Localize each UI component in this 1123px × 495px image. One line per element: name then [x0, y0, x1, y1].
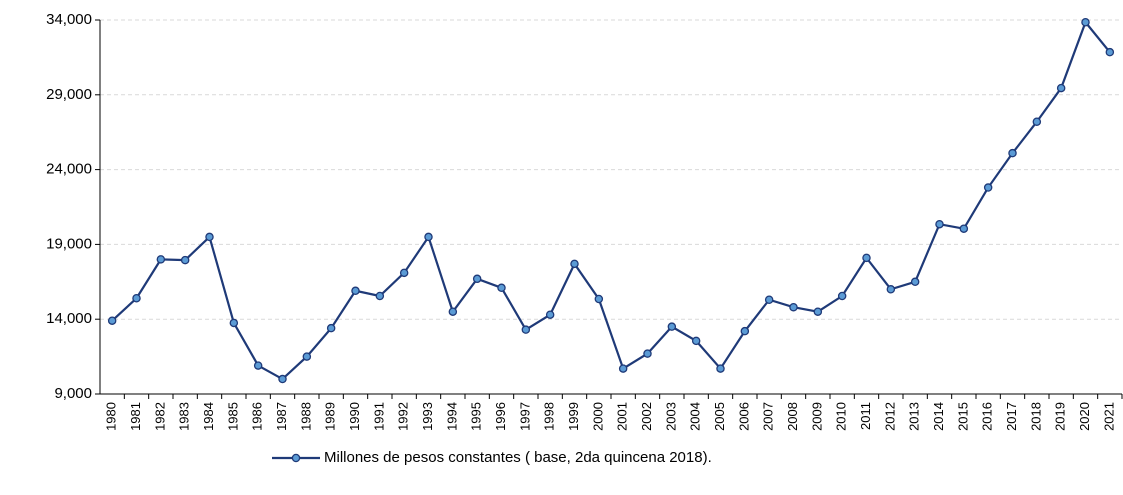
x-tick-label: 1997: [517, 402, 532, 431]
marker: [667, 322, 677, 331]
x-tick-label: 1986: [250, 402, 265, 431]
marker: [837, 291, 847, 301]
y-tick-label: 9,000: [54, 385, 92, 402]
legend-marker: [291, 453, 301, 463]
marker: [570, 259, 579, 269]
x-tick-label: 2018: [1028, 402, 1043, 431]
marker: [1056, 83, 1066, 93]
marker: [424, 232, 433, 242]
x-tick-label: 1993: [420, 402, 435, 431]
x-tick-label: 2009: [809, 402, 824, 431]
y-tick-label: 29,000: [46, 86, 92, 103]
marker: [1105, 47, 1115, 57]
marker: [618, 364, 628, 373]
x-tick-label: 2014: [931, 402, 946, 431]
marker: [716, 364, 725, 373]
marker: [205, 232, 214, 242]
x-tick-label: 1983: [177, 402, 192, 431]
x-tick-label: 2012: [882, 402, 897, 431]
x-tick-label: 2013: [907, 402, 922, 431]
marker: [643, 349, 652, 358]
x-tick-label: 1999: [566, 402, 581, 431]
x-tick-label: 1991: [371, 402, 386, 431]
marker: [229, 318, 239, 328]
x-tick-label: 2007: [761, 402, 776, 431]
marker: [156, 255, 166, 264]
marker: [691, 336, 701, 346]
marker: [594, 294, 604, 304]
x-tick-label: 2021: [1101, 402, 1116, 431]
marker: [813, 307, 823, 316]
marker: [107, 316, 117, 325]
marker: [375, 291, 385, 301]
marker: [1032, 117, 1042, 126]
x-tick-label: 2016: [980, 402, 995, 431]
x-tick-label: 2004: [688, 402, 703, 431]
marker: [351, 286, 360, 296]
marker: [545, 310, 555, 319]
y-tick-label: 24,000: [46, 161, 92, 178]
y-tick-label: 14,000: [46, 310, 92, 327]
x-tick-label: 2008: [785, 402, 800, 431]
marker: [959, 224, 969, 233]
marker: [448, 307, 458, 316]
x-tick-label: 2001: [615, 402, 630, 431]
x-tick-label: 2015: [955, 402, 970, 431]
marker: [180, 255, 190, 265]
marker: [326, 323, 336, 333]
x-tick-label: 1984: [201, 402, 216, 431]
marker: [935, 219, 944, 229]
marker: [910, 277, 920, 287]
x-tick-label: 2003: [663, 402, 678, 431]
x-tick-label: 1988: [298, 402, 313, 431]
marker: [497, 283, 506, 293]
x-tick-label: 1995: [469, 402, 484, 431]
x-tick-label: 2020: [1077, 402, 1092, 431]
x-tick-label: 1989: [323, 402, 338, 431]
y-tick-label: 19,000: [46, 235, 92, 252]
x-tick-label: 1996: [493, 402, 508, 431]
marker: [521, 325, 531, 334]
x-tick-label: 1992: [396, 402, 411, 431]
marker: [132, 294, 141, 303]
marker: [302, 352, 312, 361]
marker: [278, 374, 287, 384]
x-tick-label: 1982: [152, 402, 167, 431]
marker: [253, 361, 263, 370]
x-tick-label: 2006: [736, 402, 751, 431]
line: [111, 20, 1111, 381]
marker: [983, 183, 993, 192]
x-tick-label: 2000: [590, 402, 605, 431]
marker: [789, 302, 798, 312]
x-tick-label: 2017: [1004, 402, 1019, 431]
x-tick-label: 1981: [128, 402, 143, 431]
marker: [886, 285, 896, 294]
marker: [862, 253, 871, 263]
marker: [472, 274, 482, 284]
x-tick-label: 2011: [858, 402, 873, 430]
x-tick-label: 1987: [274, 402, 289, 431]
x-tick-label: 1990: [347, 402, 362, 431]
marker: [399, 268, 409, 278]
x-tick-label: 2019: [1053, 402, 1068, 431]
x-tick-label: 1998: [542, 402, 557, 431]
x-tick-label: 2002: [639, 402, 654, 431]
x-tick-label: 2005: [712, 402, 727, 431]
legend-label: Millones de pesos constantes ( base, 2da…: [324, 449, 712, 466]
y-tick-label: 34,000: [46, 11, 92, 28]
x-tick-label: 1980: [104, 402, 119, 431]
marker: [764, 295, 774, 305]
x-tick-label: 1994: [444, 402, 459, 431]
marker: [1081, 17, 1090, 27]
marker: [740, 326, 750, 336]
x-tick-label: 2010: [834, 402, 849, 431]
marker: [1008, 148, 1017, 158]
x-tick-label: 1985: [225, 402, 240, 431]
